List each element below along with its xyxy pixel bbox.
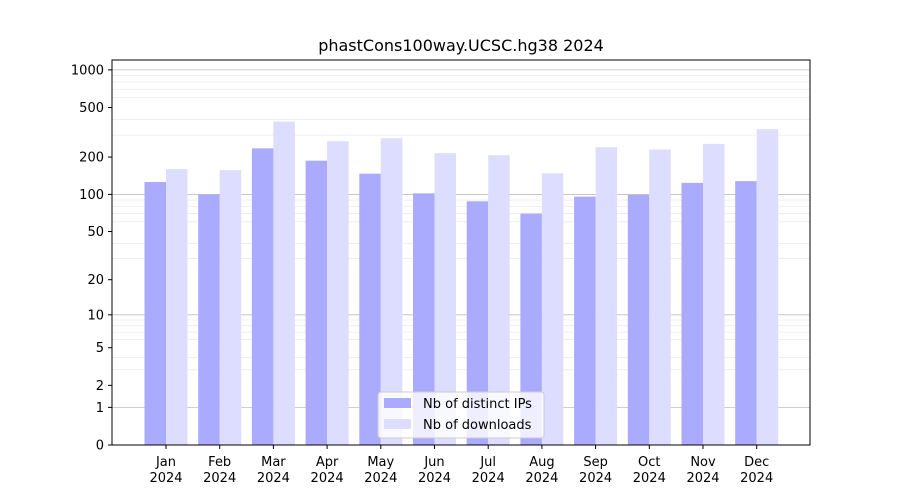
x-tick-label: Dec 2024 — [740, 455, 773, 486]
legend: Nb of distinct IPs Nb of downloads — [377, 391, 545, 439]
bar-downloads — [380, 138, 403, 445]
bar-distinct-ips — [627, 194, 650, 445]
bar-distinct-ips — [413, 193, 435, 445]
bar-distinct-ips — [466, 201, 489, 445]
bar-downloads — [756, 129, 779, 446]
bar-distinct-ips — [251, 148, 274, 445]
bar-distinct-ips — [520, 213, 542, 445]
bar-distinct-ips — [359, 173, 381, 445]
bar-downloads — [488, 155, 510, 445]
bar-distinct-ips — [198, 194, 220, 445]
y-tick-label: 5 — [96, 341, 104, 356]
x-tick-label: Aug 2024 — [525, 455, 558, 486]
y-tick-label: 100 — [79, 188, 104, 203]
bar-distinct-ips — [144, 181, 166, 445]
bar-downloads — [327, 141, 349, 445]
y-tick-label: 500 — [79, 101, 104, 116]
y-tick-label: 10 — [87, 308, 104, 323]
x-tick-label: Oct 2024 — [633, 455, 666, 486]
bar-downloads — [649, 149, 671, 446]
x-tick-label: Apr 2024 — [311, 455, 344, 486]
bar-distinct-ips — [735, 181, 757, 445]
x-tick-label: Jan 2024 — [149, 455, 182, 486]
x-tick-label: Nov 2024 — [686, 455, 719, 486]
bar-downloads — [434, 153, 456, 446]
bar-distinct-ips — [681, 182, 703, 445]
chart-title: phastCons100way.UCSC.hg38 2024 — [318, 36, 604, 55]
y-tick-label: 0 — [96, 439, 104, 454]
bar-downloads — [595, 147, 618, 446]
legend-swatch — [384, 398, 411, 408]
legend-box — [377, 391, 545, 439]
y-axis: 0 1 2 5 10 20 50 100 200 500 1000 — [71, 63, 112, 454]
x-tick-label: May 2024 — [364, 455, 397, 486]
y-tick-label: 1000 — [71, 63, 104, 78]
x-axis: Jan 2024 Feb 2024 Mar 2024 Apr 2024 May 2024 Jun 20… — [149, 445, 773, 486]
bars — [144, 121, 779, 446]
bar-downloads — [541, 173, 564, 445]
bar-downloads — [703, 143, 725, 445]
y-tick-label: 50 — [87, 225, 104, 240]
y-tick-label: 1 — [96, 401, 104, 416]
y-tick-label: 20 — [87, 273, 104, 288]
bar-distinct-ips — [574, 196, 596, 445]
y-tick-label: 2 — [96, 379, 104, 394]
bar-downloads — [166, 169, 188, 445]
x-tick-label: Jul 2024 — [472, 455, 505, 486]
bar-downloads — [219, 170, 242, 445]
plot-frame — [111, 59, 811, 446]
x-tick-label: Jun 2024 — [418, 455, 451, 486]
bar-distinct-ips — [305, 160, 328, 445]
bar-downloads — [273, 121, 295, 446]
x-tick-label: Feb 2024 — [203, 455, 236, 486]
legend-swatch — [384, 419, 411, 429]
legend-label: Nb of downloads — [423, 418, 532, 433]
y-tick-label: 200 — [79, 151, 104, 166]
legend-label: Nb of distinct IPs — [423, 397, 532, 412]
x-tick-label: Mar 2024 — [257, 455, 290, 486]
x-tick-label: Sep 2024 — [579, 455, 612, 486]
